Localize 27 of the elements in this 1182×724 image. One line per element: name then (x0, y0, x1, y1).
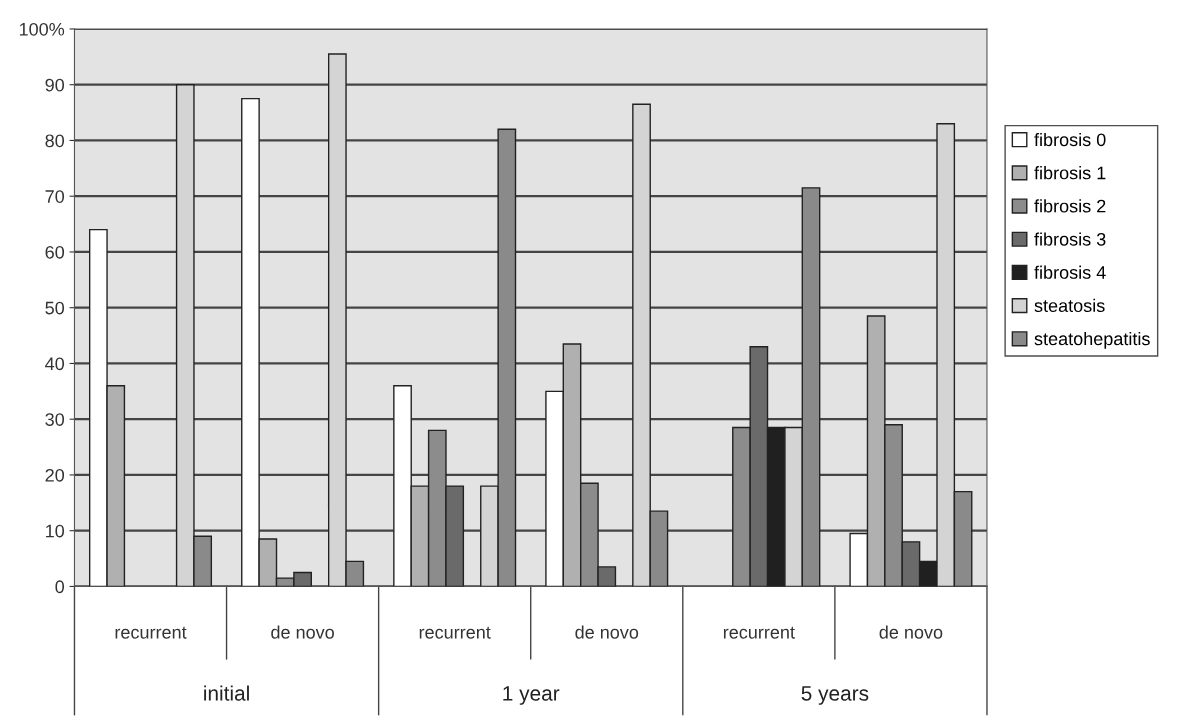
legend-label: fibrosis 3 (1034, 232, 1106, 246)
y-tick-label: 100% (19, 22, 65, 36)
y-tick-label: 80 (45, 134, 65, 148)
text: 1 year (503, 686, 560, 705)
x-tick-label: de novo (879, 625, 943, 639)
x-tick-label: de novo (575, 625, 639, 639)
legend-label: fibrosis 0 (1034, 132, 1106, 147)
legend-label: fibrosis 2 (1034, 199, 1106, 213)
legend-label: steatohepatitis (1034, 331, 1150, 349)
legend-label: fibrosis 4 (1034, 265, 1106, 279)
y-tick-label: 70 (45, 190, 65, 203)
x-tick-label: recurrent (723, 626, 795, 639)
y-tick-label: 20 (45, 468, 65, 482)
y-tick-label: 60 (45, 245, 65, 259)
y-tick-label: 10 (46, 524, 65, 538)
y-tick-label: 90 (45, 78, 65, 92)
y-tick-label: 30 (45, 413, 65, 426)
x-tick-label: recurrent (115, 626, 187, 639)
legend-label: fibrosis 1 (1034, 166, 1106, 180)
y-tick-label: 50 (45, 301, 65, 315)
y-tick-label: 40 (45, 357, 65, 371)
y-tick-label: 0 (55, 580, 65, 594)
text: initial (204, 685, 249, 701)
legend-label: steatosis (1034, 298, 1105, 313)
x-tick-label: recurrent (419, 626, 491, 639)
text: 5 years (801, 686, 869, 705)
x-tick-label: de novo (271, 625, 334, 639)
